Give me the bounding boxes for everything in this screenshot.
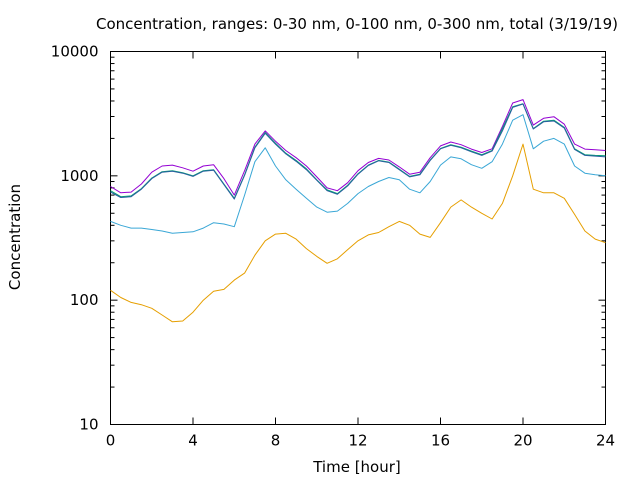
- x-tick-label: 12: [348, 432, 367, 450]
- axis-ticks: 0 4 8 12 16 20 24 10 100 1000 10000: [51, 43, 615, 450]
- series-line-4: [110, 114, 606, 234]
- series-line-1: [110, 99, 606, 196]
- x-tick-label: 16: [431, 432, 450, 450]
- x-tick-label: 0: [106, 432, 116, 450]
- x-tick-label: 8: [271, 432, 281, 450]
- x-tick-label: 4: [188, 432, 198, 450]
- x-tick-label: 24: [596, 432, 615, 450]
- y-tick-label: 10000: [51, 43, 99, 61]
- plot-frame: [110, 51, 606, 425]
- y-tick-label: 10: [79, 416, 98, 434]
- x-tick-label: 20: [513, 432, 532, 450]
- series-line-5: [110, 143, 606, 323]
- chart-title: Concentration, ranges: 0-30 nm, 0-100 nm…: [96, 15, 618, 33]
- y-tick-label: 1000: [60, 167, 98, 185]
- series-line-2: [110, 103, 606, 199]
- series-line-3: [110, 103, 606, 200]
- y-tick-label: 100: [70, 291, 99, 309]
- x-axis-label: Time [hour]: [312, 458, 401, 476]
- series-layer: [110, 99, 606, 323]
- y-axis-label: Concentration: [6, 184, 24, 290]
